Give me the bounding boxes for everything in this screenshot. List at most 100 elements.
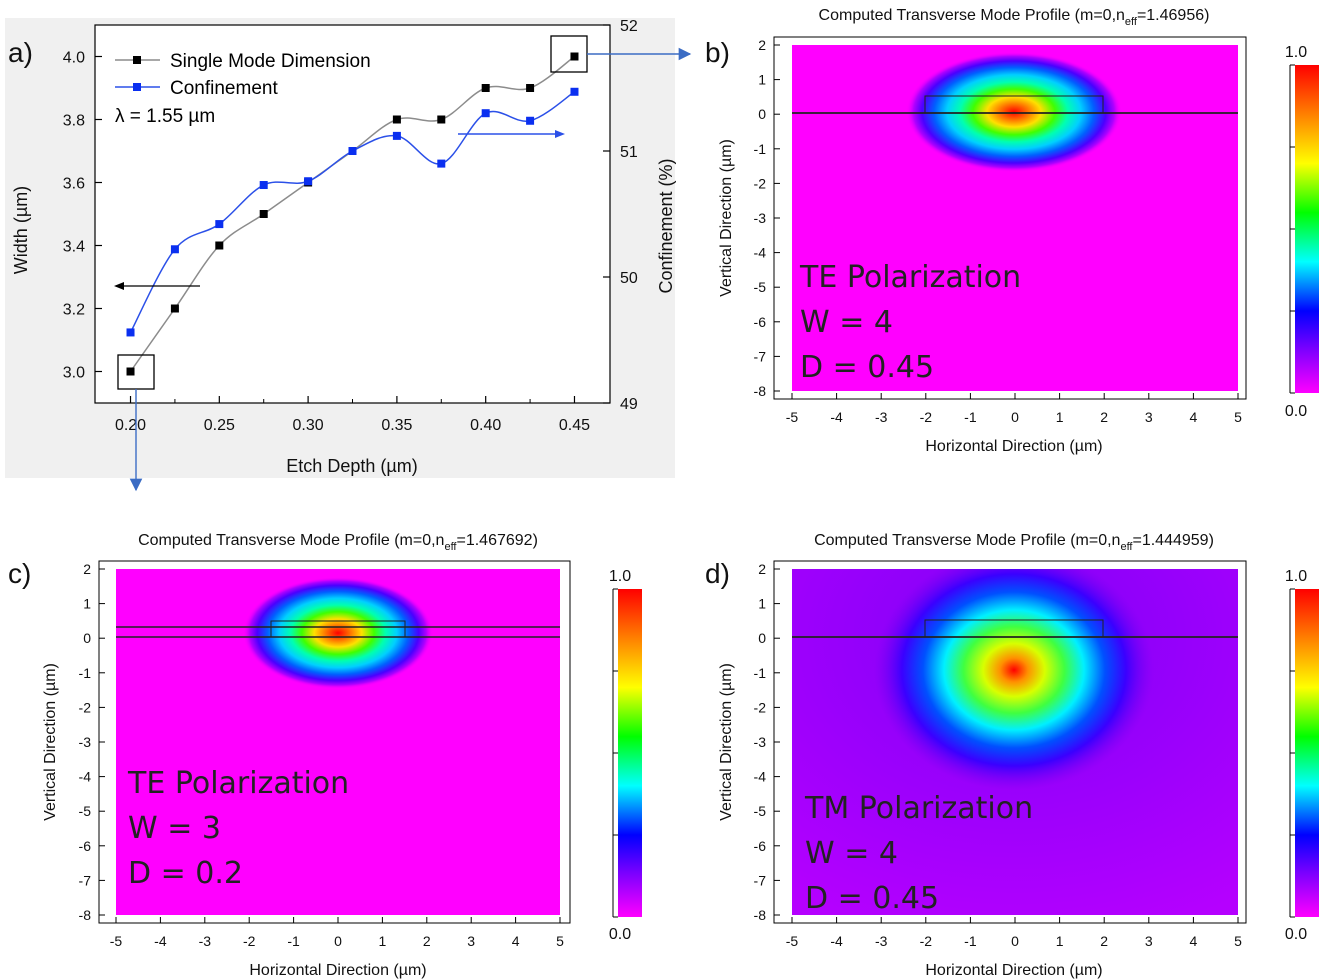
heatmap-x-tick-label: 1 xyxy=(1056,409,1064,425)
heatmap-y-tick-label: -7 xyxy=(754,348,767,364)
heatmap-x-tick-label: 2 xyxy=(423,933,431,949)
data-point-confinement xyxy=(259,181,268,190)
heatmap-x-tick-label: -4 xyxy=(830,409,843,425)
heatmap-y-tick-label: -7 xyxy=(79,872,92,888)
heatmap-x-tick-label: 0 xyxy=(1011,409,1019,425)
heatmap-x-tick-label: -2 xyxy=(920,409,933,425)
data-point-confinement xyxy=(526,116,535,125)
panel-c-title: Computed Transverse Mode Profile (m=0,ne… xyxy=(138,532,538,553)
right-axis-arrowhead xyxy=(555,130,565,138)
legend-label-confinement: Confinement xyxy=(170,78,278,99)
x-tick-label: 0.25 xyxy=(204,417,235,434)
heatmap-y-tick-label: 1 xyxy=(758,72,766,88)
panel-a: a) 0.20 0.25 0.30 0.35 0.40 0.45 3.0 3.2 3.4 3.6 3… xyxy=(5,18,676,478)
panel-b-mode-field xyxy=(906,52,1122,172)
panel-b-annotation-polarization: TE Polarization xyxy=(799,260,1021,295)
data-point-confinement xyxy=(570,87,579,96)
panel-d-x-axis-title: Horizontal Direction (µm) xyxy=(925,962,1102,979)
heatmap-x-tick-label: -5 xyxy=(786,933,799,949)
panel-d-annotation-depth: D = 0.45 xyxy=(805,881,939,916)
heatmap-y-tick-label: -5 xyxy=(754,803,767,819)
panel-b-title-suffix: =1.46956) xyxy=(1137,7,1210,24)
panel-b-title: Computed Transverse Mode Profile (m=0,ne… xyxy=(819,7,1210,28)
heatmap-x-tick-label: 5 xyxy=(1234,409,1242,425)
y-tick-label: 3.2 xyxy=(63,302,85,319)
data-point-single-mode xyxy=(215,241,224,250)
heatmap-x-tick-label: 3 xyxy=(1145,409,1153,425)
y2-axis-title: Confinement (%) xyxy=(656,158,676,293)
heatmap-x-tick-label: -1 xyxy=(964,409,977,425)
panel-c-colorbar xyxy=(618,589,642,917)
data-point-single-mode xyxy=(259,210,268,218)
panel-b-colorbar-min: 0.0 xyxy=(1285,403,1307,420)
y-tick-label: 4.0 xyxy=(63,50,85,67)
data-point-confinement xyxy=(215,220,224,229)
panel-b-label: b) xyxy=(705,37,730,68)
panel-b-x-axis-title: Horizontal Direction (µm) xyxy=(925,438,1102,455)
panel-d-label: d) xyxy=(705,558,730,589)
heatmap-x-tick-label: 4 xyxy=(512,933,520,949)
data-point-single-mode xyxy=(126,367,135,376)
heatmap-x-tick-label: 0 xyxy=(334,933,342,949)
panel-b-title-sub: eff xyxy=(1125,16,1138,28)
heatmap-x-tick-label: 4 xyxy=(1190,409,1198,425)
heatmap-y-tick-label: -6 xyxy=(754,838,767,854)
heatmap-x-tick-label: 3 xyxy=(1145,933,1153,949)
heatmap-y-tick-label: -8 xyxy=(754,383,767,399)
panel-a-label: a) xyxy=(8,37,33,68)
panel-c-x-axis-title: Horizontal Direction (µm) xyxy=(249,962,426,979)
panel-b-title-prefix: Computed Transverse Mode Profile (m=0,n xyxy=(819,7,1125,24)
heatmap-y-tick-label: -2 xyxy=(79,699,92,715)
panel-d-colorbar-min: 0.0 xyxy=(1285,926,1307,943)
data-point-confinement xyxy=(170,245,179,254)
heatmap-x-tick-label: 5 xyxy=(556,933,564,949)
heatmap-x-tick-label: -3 xyxy=(199,933,212,949)
panel-c-annotation-width: W = 3 xyxy=(128,811,221,846)
heatmap-x-tick-label: 1 xyxy=(379,933,387,949)
heatmap-y-tick-label: 0 xyxy=(758,630,766,646)
heatmap-x-tick-label: 2 xyxy=(1100,409,1108,425)
panel-d-annotation-polarization: TM Polarization xyxy=(804,791,1033,826)
legend-marker-single-mode xyxy=(133,56,141,64)
y2-tick-label: 52 xyxy=(620,18,638,35)
data-point-single-mode xyxy=(437,115,446,124)
data-point-single-mode xyxy=(526,84,535,92)
panel-d-title-suffix: =1.444959) xyxy=(1132,532,1213,549)
heatmap-y-tick-label: -6 xyxy=(754,314,767,330)
heatmap-y-tick-label: 1 xyxy=(83,596,91,612)
panel-b-colorbar-max: 1.0 xyxy=(1285,44,1307,61)
panel-d-colorbar-max: 1.0 xyxy=(1285,568,1307,585)
heatmap-y-tick-label: 2 xyxy=(758,561,766,577)
data-point-confinement xyxy=(348,147,357,155)
panel-d-mode-field xyxy=(874,569,1154,790)
y-tick-label: 3.4 xyxy=(63,239,85,256)
panel-a-plot-area xyxy=(94,24,611,404)
panel-c: c) Computed Transverse Mode Profile (m=0… xyxy=(8,532,642,979)
heatmap-y-tick-label: -1 xyxy=(754,141,767,157)
heatmap-x-tick-label: 1 xyxy=(1056,933,1064,949)
legend-marker-confinement xyxy=(133,83,141,91)
x-tick-label: 0.20 xyxy=(115,417,146,434)
heatmap-y-tick-label: -7 xyxy=(754,872,767,888)
panel-d-annotation-width: W = 4 xyxy=(805,836,898,871)
heatmap-x-tick-label: -5 xyxy=(110,933,123,949)
heatmap-x-tick-label: 3 xyxy=(467,933,475,949)
heatmap-y-tick-label: -6 xyxy=(79,838,92,854)
x-axis-title: Etch Depth (µm) xyxy=(286,456,417,476)
x-tick-label: 0.30 xyxy=(293,417,324,434)
heatmap-y-tick-label: -4 xyxy=(754,769,767,785)
heatmap-y-tick-label: 2 xyxy=(758,37,766,53)
heatmap-x-tick-label: -3 xyxy=(875,933,888,949)
heatmap-y-tick-label: -5 xyxy=(754,279,767,295)
data-point-confinement xyxy=(126,328,135,337)
heatmap-x-tick-label: 2 xyxy=(1100,933,1108,949)
y2-tick-label: 49 xyxy=(620,396,638,413)
y-tick-label: 3.6 xyxy=(63,176,85,193)
heatmap-y-tick-label: 0 xyxy=(83,630,91,646)
heatmap-y-tick-label: -2 xyxy=(754,175,767,191)
panel-b-y-axis-title: Vertical Direction (µm) xyxy=(718,139,735,297)
panel-c-annotation-polarization: TE Polarization xyxy=(127,766,349,801)
panel-c-label: c) xyxy=(8,558,31,589)
panel-d: d) Computed Transverse Mode Profile (m=0… xyxy=(705,532,1319,979)
